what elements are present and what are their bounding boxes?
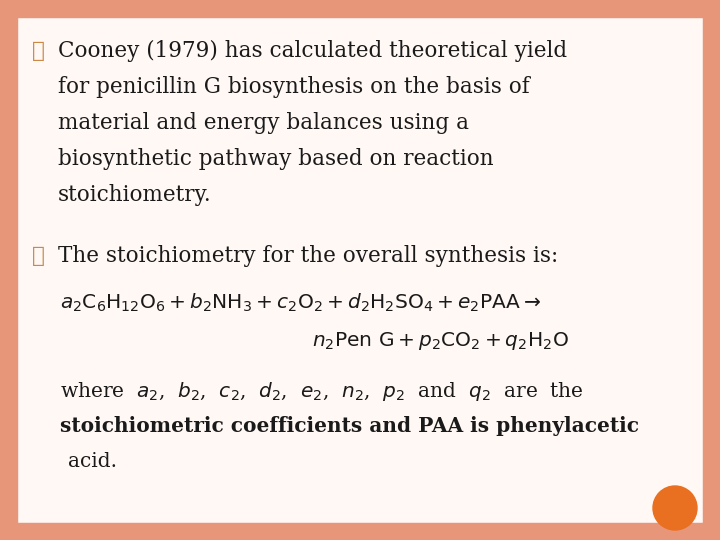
Text: stoichiometric coefficients and PAA is phenylacetic: stoichiometric coefficients and PAA is p… <box>60 416 639 436</box>
Text: ❖: ❖ <box>32 245 45 267</box>
FancyBboxPatch shape <box>8 8 712 532</box>
Text: acid.: acid. <box>68 452 117 471</box>
Text: ❖: ❖ <box>32 40 45 62</box>
Text: material and energy balances using a: material and energy balances using a <box>58 112 469 134</box>
Text: $a_2\mathrm{C_6H_{12}O_6} + b_2\mathrm{NH_3} + c_2\mathrm{O_2} + d_2\mathrm{H_2S: $a_2\mathrm{C_6H_{12}O_6} + b_2\mathrm{N… <box>60 292 541 314</box>
Text: biosynthetic pathway based on reaction: biosynthetic pathway based on reaction <box>58 148 494 170</box>
Text: stoichiometry.: stoichiometry. <box>58 184 212 206</box>
Text: Cooney (1979) has calculated theoretical yield: Cooney (1979) has calculated theoretical… <box>58 40 567 62</box>
Text: for penicillin G biosynthesis on the basis of: for penicillin G biosynthesis on the bas… <box>58 76 530 98</box>
Text: $n_2\mathrm{Pen\ G} + p_2\mathrm{CO_2} + q_2\mathrm{H_2O}$: $n_2\mathrm{Pen\ G} + p_2\mathrm{CO_2} +… <box>312 330 568 352</box>
Text: where  $a_2$,  $b_2$,  $c_2$,  $d_2$,  $e_2$,  $n_2$,  $p_2$  and  $q_2$  are  t: where $a_2$, $b_2$, $c_2$, $d_2$, $e_2$,… <box>60 380 584 403</box>
Text: The stoichiometry for the overall synthesis is:: The stoichiometry for the overall synthe… <box>58 245 558 267</box>
Circle shape <box>653 486 697 530</box>
